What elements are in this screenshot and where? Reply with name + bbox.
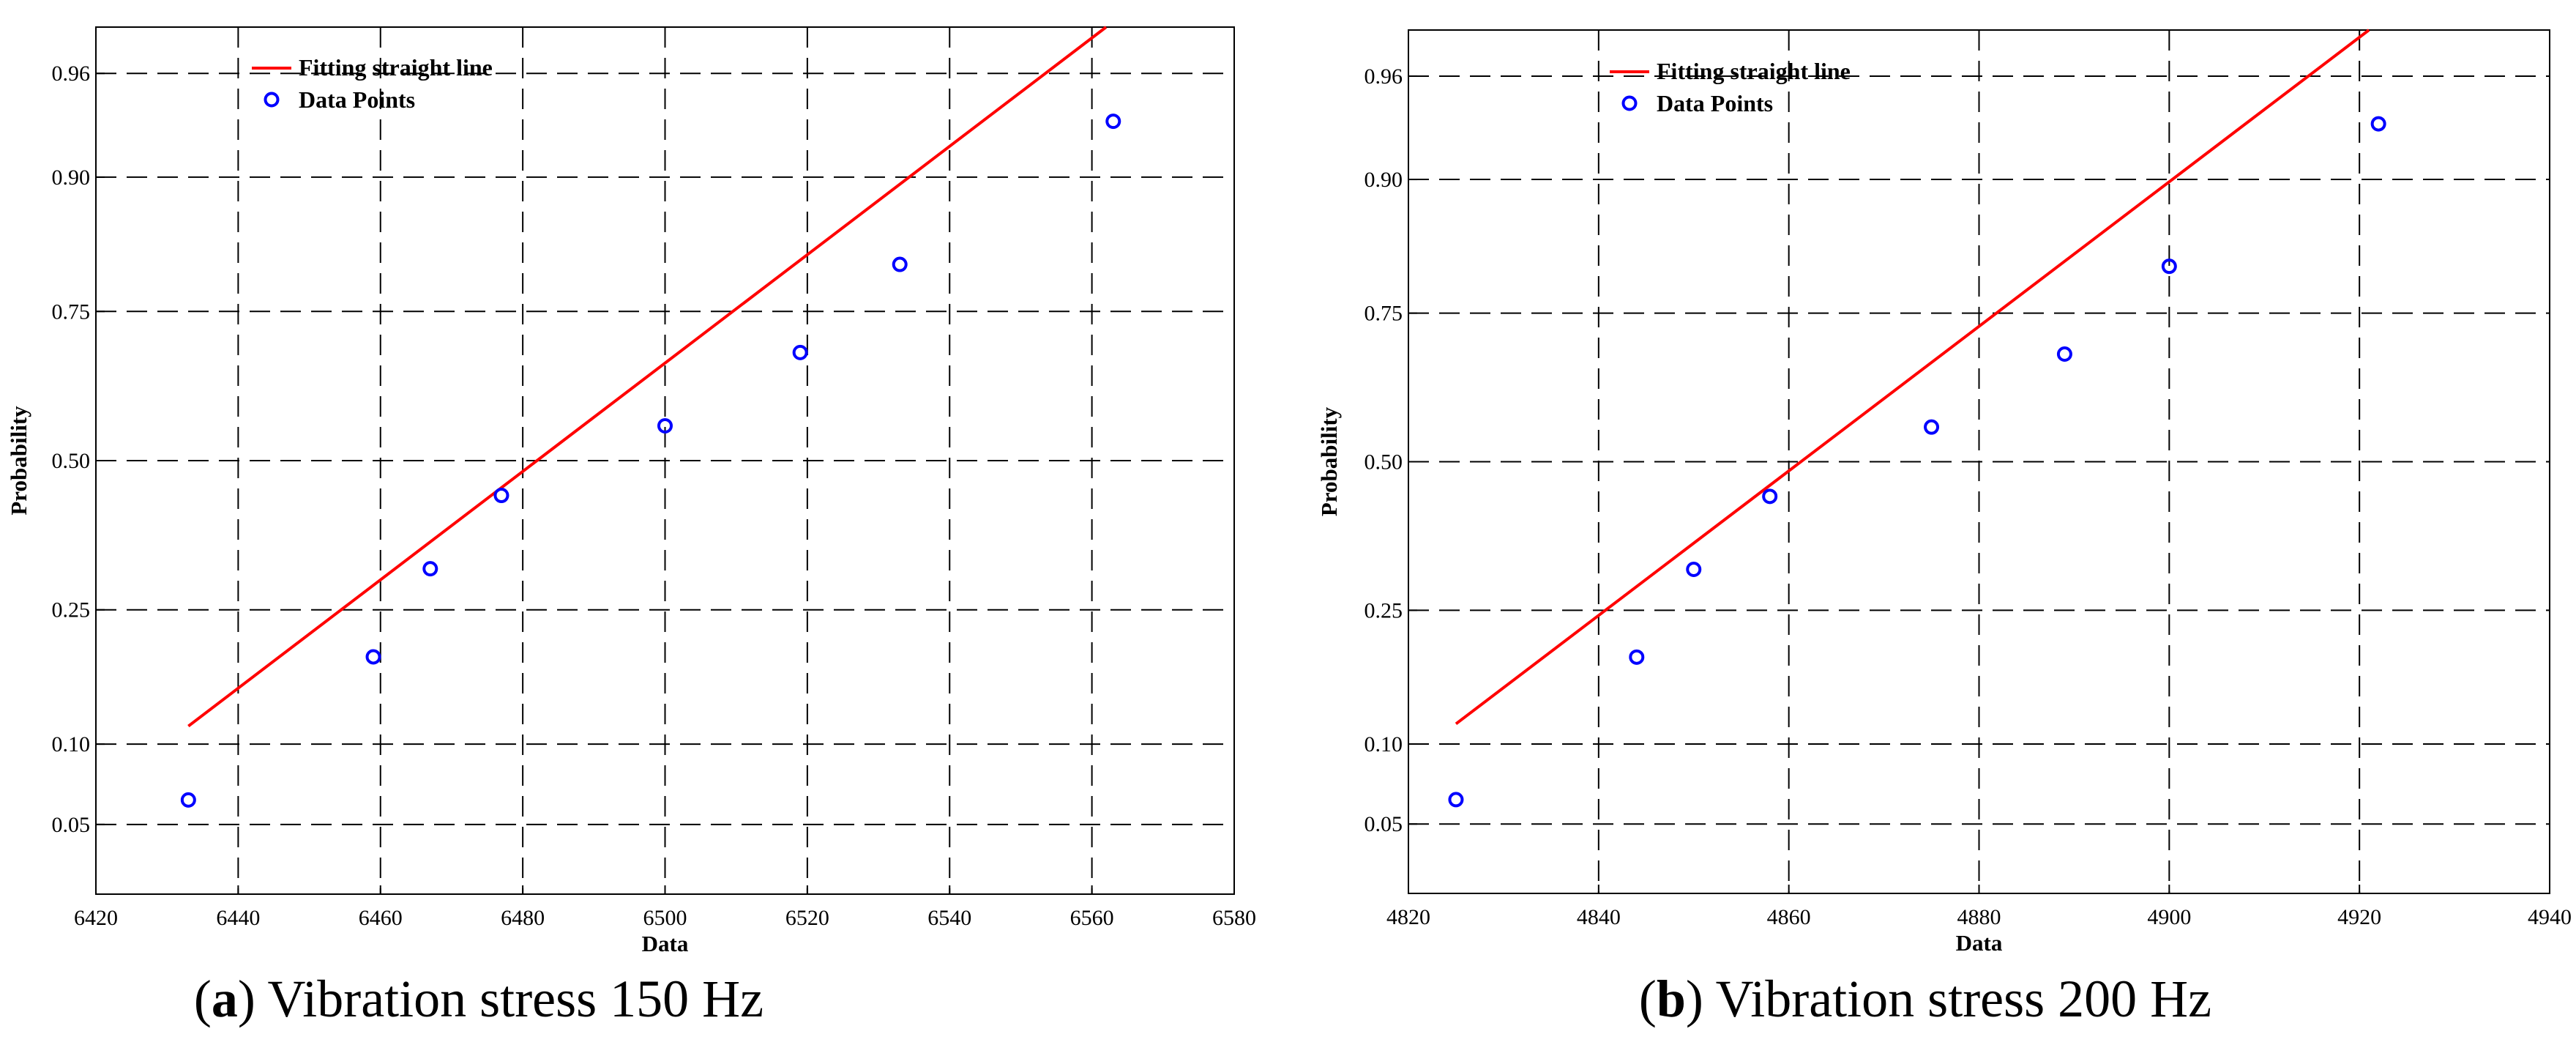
x-tick-label: 6500 — [643, 906, 687, 930]
data-point — [2161, 259, 2177, 275]
x-tick-label: 4920 — [2337, 905, 2381, 929]
legend-label-fit: Fitting straight line — [1657, 58, 1851, 84]
y-tick-label: 0.25 — [1364, 598, 1403, 622]
legend-label-fit: Fitting straight line — [299, 54, 493, 81]
caption-b-label: b — [1657, 970, 1686, 1028]
x-tick-label: 6540 — [927, 906, 971, 930]
x-axis-title: Data — [1956, 930, 2003, 956]
x-tick-label: 4820 — [1386, 905, 1430, 929]
x-tick-label: 6560 — [1070, 906, 1114, 930]
chart-panel-b: 4820 4840 4860 4880 4900 4920 4940 0.05 0.10 0.25… — [1316, 29, 2572, 956]
legend: Fitting straight line Data Points — [252, 54, 493, 113]
chart-panel-a: 6420 6440 6460 6480 6500 6520 6540 6560 6580 0.05… — [6, 26, 1256, 956]
y-tick-label: 0.05 — [52, 813, 91, 837]
x-tick-label: 6580 — [1212, 906, 1256, 930]
x-tick-label: 4940 — [2528, 905, 2572, 929]
y-tick-label: 0.96 — [52, 62, 91, 86]
data-point — [792, 344, 808, 360]
y-tick-label: 0.10 — [52, 732, 91, 756]
data-point — [1762, 488, 1778, 505]
caption-b-text: Vibration stress 200 Hz — [1716, 970, 2212, 1028]
x-tick-label: 4860 — [1767, 905, 1811, 929]
x-tick-label: 6460 — [359, 906, 403, 930]
data-point — [2370, 116, 2386, 132]
y-axis-title: Probability — [6, 406, 31, 516]
data-point — [365, 649, 381, 665]
legend: Fitting straight line Data Points — [1610, 58, 1851, 116]
data-point — [493, 488, 509, 504]
data-point — [1105, 114, 1121, 130]
caption-a-text: Vibration stress 150 Hz — [268, 970, 764, 1028]
data-point — [422, 561, 438, 577]
y-tick-label: 0.10 — [1364, 732, 1403, 756]
y-tick-label: 0.90 — [52, 166, 91, 190]
legend-marker-swatch — [264, 92, 280, 108]
x-tick-label: 6480 — [501, 906, 545, 930]
data-point — [892, 256, 908, 272]
y-tick-label: 0.25 — [52, 598, 91, 622]
data-point — [1924, 419, 1940, 435]
y-tick-label: 0.75 — [52, 300, 91, 324]
data-point — [1448, 792, 1464, 808]
data-point — [1629, 649, 1645, 665]
legend-label-points: Data Points — [299, 86, 415, 113]
x-tick-label: 4880 — [1957, 905, 2001, 929]
y-tick-label: 0.96 — [1364, 64, 1403, 89]
legend-marker-swatch — [1621, 95, 1638, 111]
x-tick-label: 4900 — [2147, 905, 2191, 929]
fit-line — [187, 26, 1108, 728]
x-tick-label: 6440 — [216, 906, 260, 930]
caption-b: (b) Vibration stress 200 Hz — [1639, 970, 2211, 1028]
x-axis-title: Data — [642, 931, 689, 956]
y-tick-label: 0.75 — [1364, 302, 1403, 326]
x-tick-label: 6520 — [785, 906, 829, 930]
y-axis-title: Probability — [1316, 406, 1342, 516]
y-tick-label: 0.50 — [52, 449, 91, 473]
y-tick-label: 0.05 — [1364, 812, 1403, 836]
y-tick-label: 0.50 — [1364, 450, 1403, 475]
legend-label-points: Data Points — [1657, 90, 1773, 116]
data-point — [657, 417, 673, 434]
caption-a-label: a — [212, 970, 238, 1028]
data-point — [1686, 562, 1702, 578]
caption-a: (a) Vibration stress 150 Hz — [194, 970, 764, 1028]
fit-line — [1455, 29, 2370, 726]
data-point — [2056, 346, 2072, 362]
x-tick-label: 6420 — [74, 906, 118, 930]
x-tick-label: 4840 — [1577, 905, 1621, 929]
y-tick-label: 0.90 — [1364, 168, 1403, 192]
data-point — [180, 792, 196, 808]
